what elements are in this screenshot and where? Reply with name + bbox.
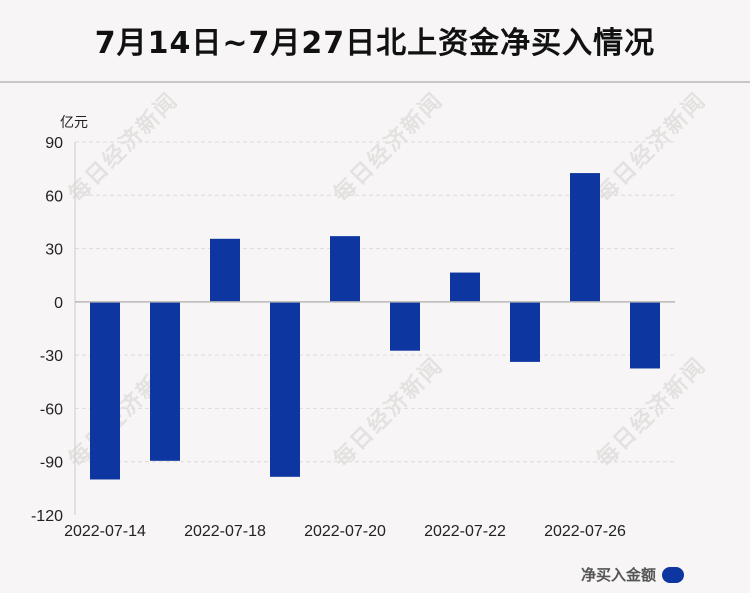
bar (90, 301, 120, 480)
bar (630, 301, 660, 369)
bar (330, 236, 360, 302)
y-tick-label: 90 (45, 135, 63, 152)
y-tick-label: -120 (31, 508, 63, 525)
bar (570, 173, 600, 302)
x-tick-label: 2022-07-14 (64, 523, 146, 540)
bar (510, 301, 540, 362)
y-tick-label: -90 (40, 455, 63, 472)
x-tick-label: 2022-07-18 (184, 523, 266, 540)
legend-swatch (662, 566, 684, 583)
x-tick-label: 2022-07-20 (304, 523, 386, 540)
title-divider (0, 81, 750, 83)
chart-title: 7月14日~7月27日北上资金净买入情况 (94, 26, 656, 61)
legend-label: 净买入金额 (580, 566, 656, 584)
y-tick-label: 0 (54, 295, 63, 312)
y-tick-label: 60 (45, 188, 63, 205)
x-tick-label: 2022-07-26 (544, 523, 626, 540)
x-tick-label: 2022-07-22 (424, 523, 506, 540)
bar (210, 238, 240, 302)
y-tick-label: -30 (40, 348, 63, 365)
bar (390, 301, 420, 351)
y-tick-label: -60 (40, 401, 63, 418)
bar (450, 272, 480, 302)
bar (150, 301, 180, 461)
y-tick-label: 30 (45, 242, 63, 259)
y-axis-unit-label: 亿元 (60, 115, 88, 131)
legend: 净买入金额 (581, 564, 684, 585)
bar (270, 301, 300, 477)
